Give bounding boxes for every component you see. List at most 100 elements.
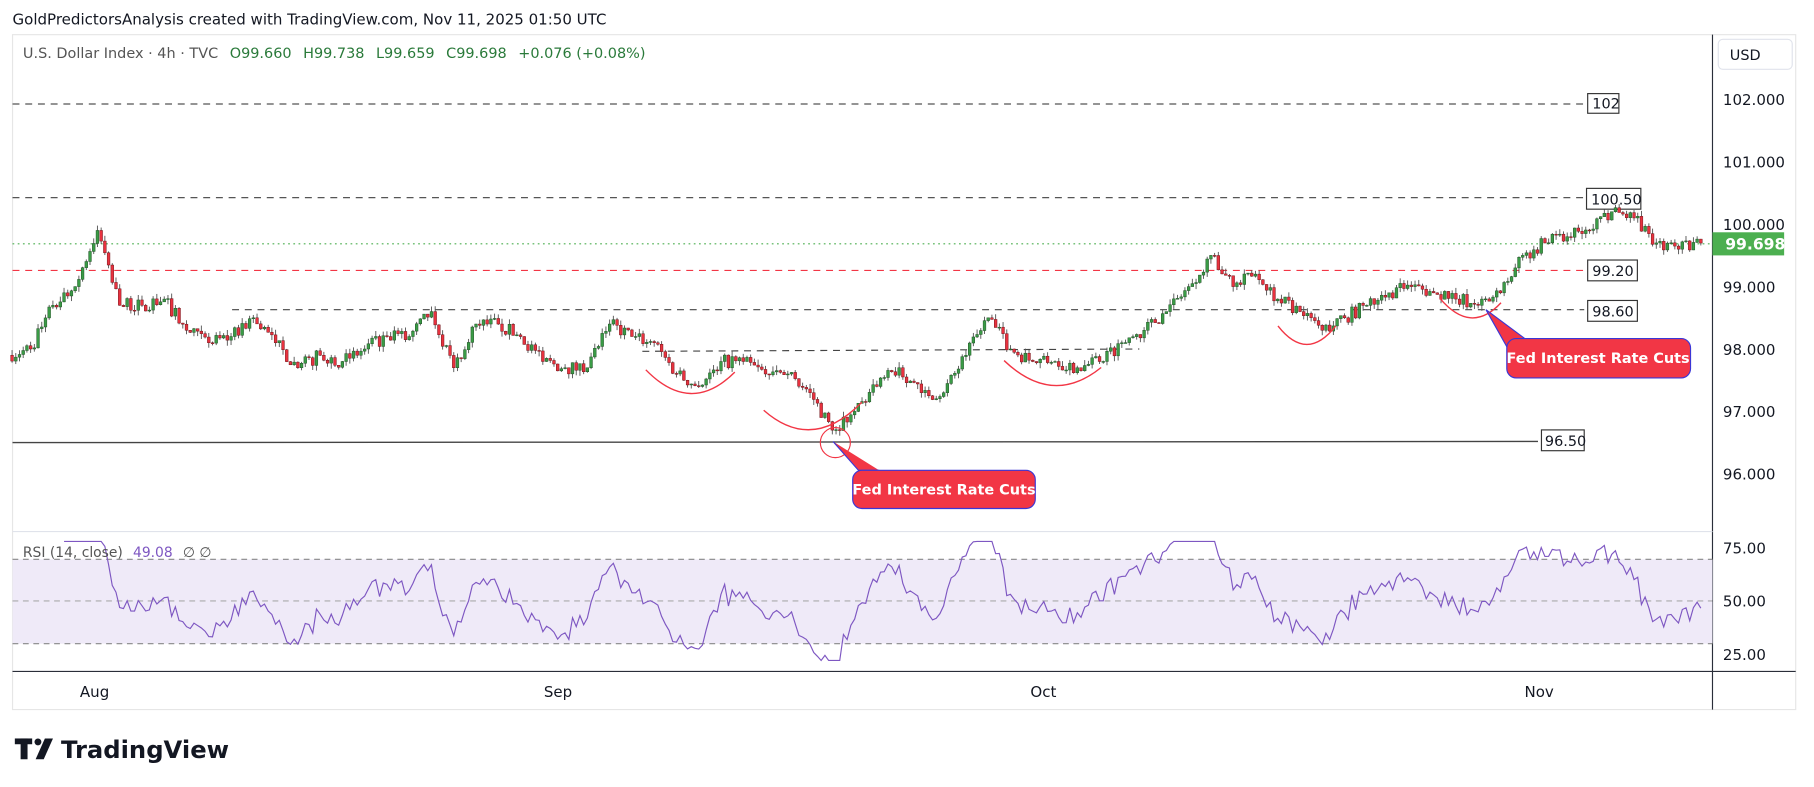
candle-up	[1083, 365, 1087, 372]
candle-up	[1146, 322, 1150, 331]
candle-up	[1495, 290, 1499, 298]
candle-up	[1172, 298, 1176, 306]
candle-down	[671, 362, 675, 374]
rounded-bottom-arc	[1003, 360, 1102, 387]
candle-up	[21, 350, 25, 355]
candle-up	[823, 412, 827, 418]
candle-down	[1309, 313, 1313, 318]
candle-up	[1573, 227, 1577, 238]
candle-down	[355, 350, 359, 356]
candle-down	[1302, 311, 1306, 316]
candle-up	[938, 396, 942, 399]
candle-down	[1261, 279, 1265, 285]
candle-up	[704, 378, 708, 386]
candle-up	[366, 343, 370, 350]
candle-down	[1313, 317, 1317, 321]
candle-down	[1561, 233, 1566, 242]
candle-up	[1610, 211, 1614, 221]
candle-up	[737, 357, 742, 362]
candle-up	[1198, 274, 1202, 283]
candle-up	[1506, 281, 1510, 283]
neckline-98[interactable]	[642, 348, 1140, 352]
candle-up	[867, 392, 872, 403]
candle-up	[1075, 367, 1079, 373]
candle-down	[804, 387, 808, 390]
candle-up	[1491, 296, 1495, 302]
candle-down	[1012, 348, 1016, 353]
candle-down	[103, 240, 107, 254]
candle-up	[1428, 291, 1432, 296]
candle-up	[359, 350, 363, 356]
candle-up	[1149, 319, 1154, 323]
rsi-axis[interactable]: 75.00 50.00 25.00	[1723, 540, 1766, 664]
candle-down	[500, 323, 504, 332]
candle-down	[281, 340, 285, 350]
current-price-tag: 99.698	[1712, 232, 1785, 256]
candle-up	[593, 348, 597, 358]
candle-up	[1654, 242, 1658, 245]
candle-up	[1628, 212, 1632, 218]
candle-down	[912, 380, 916, 383]
candle-down	[1543, 238, 1547, 244]
candle-down	[285, 349, 289, 362]
candle-up	[474, 323, 478, 328]
candle-up	[173, 308, 177, 317]
candle-up	[700, 384, 705, 387]
candle-up	[1183, 290, 1187, 298]
candle-down	[1354, 306, 1358, 319]
candle-up	[466, 342, 471, 350]
candle-down	[270, 332, 274, 336]
candle-up	[1368, 298, 1373, 306]
currency-button[interactable]: USD	[1717, 38, 1793, 70]
candle-down	[170, 298, 174, 317]
candle-down	[526, 344, 530, 351]
candle-down	[1320, 325, 1324, 331]
callout-fed-rate-cuts-sep[interactable]: Fed Interest Rate Cuts	[832, 441, 1036, 510]
candle-up	[400, 331, 404, 334]
candle-down	[756, 364, 760, 368]
candle-down	[155, 298, 159, 305]
candle-up	[971, 336, 975, 344]
attribution-text: GoldPredictorsAnalysis created with Trad…	[13, 10, 607, 28]
candle-up	[14, 356, 18, 362]
candle-down	[311, 357, 315, 366]
candle-up	[1524, 252, 1529, 256]
candle-down	[318, 350, 322, 356]
candle-down	[1372, 298, 1376, 305]
candle-down	[1342, 315, 1347, 319]
candle-down	[630, 329, 634, 337]
candle-up	[192, 328, 196, 333]
candle-down	[1402, 283, 1406, 289]
level-line-96-50[interactable]	[12, 440, 1538, 444]
price-axis[interactable]: 102.000 101.000 100.000 99.000 98.000 97…	[1723, 91, 1785, 483]
callout-fed-rate-cuts-oct[interactable]: Fed Interest Rate Cuts	[1485, 309, 1692, 379]
candle-up	[604, 331, 608, 334]
candle-down	[1019, 354, 1024, 363]
candle-up	[1350, 306, 1354, 323]
symbol-info: U.S. Dollar Index · 4h · TVC	[23, 46, 218, 62]
svg-text:99.698: 99.698	[1725, 236, 1785, 254]
candle-up	[1187, 286, 1191, 291]
candle-down	[793, 372, 797, 379]
candle-down	[1298, 305, 1302, 312]
candle-up	[229, 336, 233, 341]
candle-up	[222, 335, 226, 339]
candle-up	[956, 368, 961, 374]
candle-down	[1621, 212, 1625, 215]
candle-up	[166, 298, 170, 300]
candle-down	[1112, 347, 1117, 357]
candle-up	[1042, 355, 1046, 360]
tradingview-logo[interactable]: TradingView	[14, 735, 229, 764]
time-axis[interactable]: Aug Sep Oct Nov	[80, 683, 1554, 701]
candle-up	[1105, 351, 1109, 362]
candle-up	[1335, 318, 1339, 327]
candle-down	[181, 322, 185, 325]
candle-up	[299, 363, 304, 368]
candle-up	[589, 356, 593, 368]
candle-up	[247, 318, 252, 329]
candle-up	[923, 390, 927, 393]
candle-down	[377, 336, 382, 347]
candle-down	[656, 342, 660, 345]
candle-down	[333, 357, 337, 366]
candle-up	[507, 324, 512, 335]
